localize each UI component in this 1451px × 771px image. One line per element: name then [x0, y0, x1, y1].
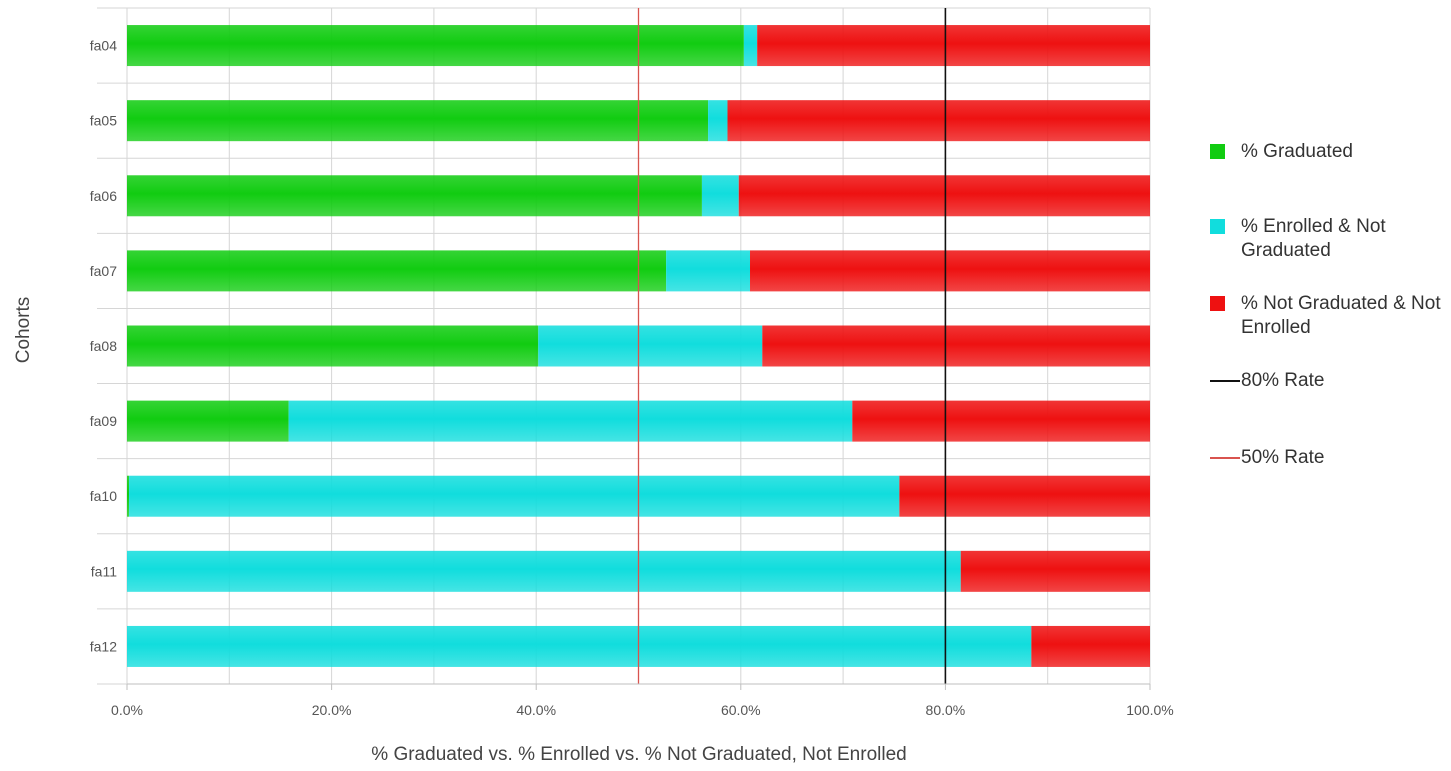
bar-segment-fa07-s0 [127, 250, 667, 292]
legend-label: 80% Rate [1241, 370, 1325, 391]
x-axis-title: % Graduated vs. % Enrolled vs. % Not Gra… [371, 744, 906, 765]
x-tick-label: 60.0% [721, 702, 761, 718]
legend-swatch-icon [1210, 144, 1225, 159]
bar-segment-fa08-s1 [538, 325, 763, 367]
bar-segment-fa10-s2 [899, 475, 1150, 517]
y-tick-label-fa07: fa07 [90, 263, 117, 279]
bar-segment-fa06-s2 [738, 175, 1150, 217]
bar-series [127, 25, 1150, 667]
y-tick-label-fa04: fa04 [90, 38, 117, 54]
x-tick-label: 80.0% [926, 702, 966, 718]
bar-segment-fa07-s1 [666, 250, 751, 292]
legend-label: % Graduated [1241, 141, 1353, 162]
y-tick-label-fa05: fa05 [90, 113, 117, 129]
bar-segment-fa09-s2 [852, 400, 1150, 442]
bar-segment-fa11-s1 [127, 550, 961, 592]
bar-segment-fa09-s1 [288, 400, 853, 442]
legend-swatch-icon [1210, 219, 1225, 234]
bar-segment-fa11-s2 [960, 550, 1150, 592]
bar-segment-fa08-s2 [762, 325, 1150, 367]
bar-segment-fa05-s0 [127, 100, 709, 142]
legend-item: 50% Rate [1210, 446, 1451, 470]
y-tick-label-fa06: fa06 [90, 188, 117, 204]
x-tick-label: 40.0% [516, 702, 556, 718]
legend-swatch-icon [1210, 296, 1225, 311]
y-tick-label-fa12: fa12 [90, 638, 117, 654]
legend-line-icon [1210, 457, 1240, 459]
x-tick-label: 20.0% [312, 702, 352, 718]
bar-segment-fa12-s1 [127, 625, 1032, 667]
bar-segment-fa05-s1 [708, 100, 728, 142]
y-axis-title: Cohorts [13, 297, 34, 364]
bar-segment-fa09-s0 [127, 400, 289, 442]
y-tick-label-fa11: fa11 [91, 563, 117, 579]
legend-item: 80% Rate [1210, 369, 1451, 393]
bar-segment-fa10-s0 [127, 475, 130, 517]
bar-segment-fa06-s1 [701, 175, 739, 217]
legend-item: % Not Graduated & Not Enrolled [1210, 292, 1451, 340]
axes: 0.0% 20.0% 40.0% 60.0% 80.0% 100.0% fa04 fa05 fa… [90, 38, 1174, 718]
bar-segment-fa04-s1 [743, 25, 758, 67]
bar-segment-fa12-s2 [1031, 625, 1150, 667]
reference-lines [637, 8, 947, 684]
y-tick-label-fa08: fa08 [90, 338, 117, 354]
legend-line-icon [1210, 380, 1240, 382]
bar-segment-fa04-s2 [757, 25, 1150, 67]
bar-segment-fa05-s2 [727, 100, 1150, 142]
legend-item: % Enrolled & Not Graduated [1210, 215, 1451, 263]
bar-segment-fa07-s2 [750, 250, 1150, 292]
legend-label: % Not Graduated & Not Enrolled [1241, 293, 1441, 338]
y-tick-label-fa09: fa09 [90, 413, 117, 429]
bar-segment-fa06-s0 [127, 175, 702, 217]
bar-segment-fa10-s1 [129, 475, 900, 517]
legend-label: 50% Rate [1241, 447, 1325, 468]
bar-segment-fa08-s0 [127, 325, 539, 367]
legend-item: % Graduated [1210, 140, 1451, 164]
legend-label: % Enrolled & Not Graduated [1241, 216, 1386, 261]
y-tick-label-fa10: fa10 [90, 488, 117, 504]
bar-segment-fa04-s0 [127, 25, 744, 67]
x-tick-label: 0.0% [111, 702, 143, 718]
x-tick-label: 100.0% [1126, 702, 1173, 718]
